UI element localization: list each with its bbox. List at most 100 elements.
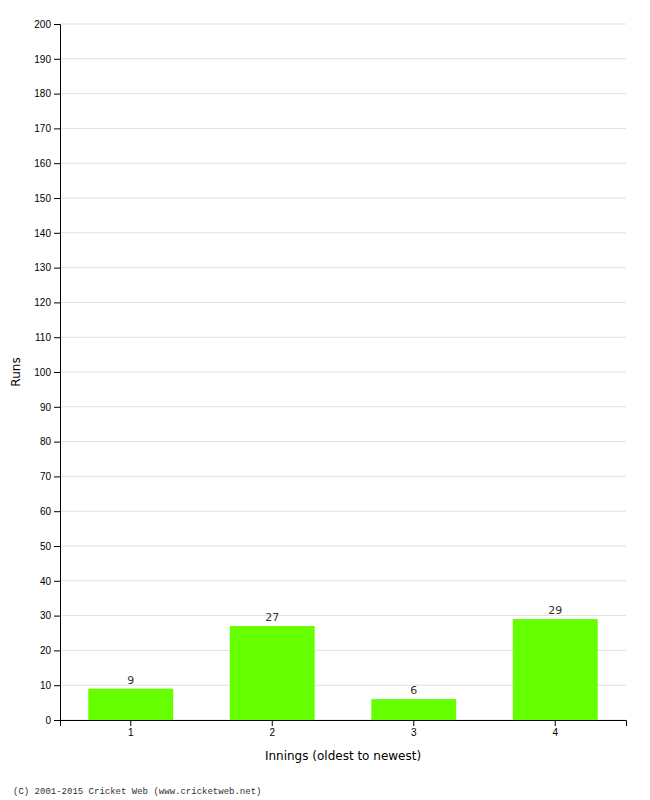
tick-mark [54,94,60,95]
bar [230,626,315,720]
tick-label: 2 [269,727,275,738]
tick: 2 [269,720,275,738]
tick-mark [54,128,60,129]
tick-label: 30 [40,610,52,621]
bar [88,689,173,720]
tick-mark [54,163,60,164]
tick-mark [54,233,60,234]
x-axis-title: Innings (oldest to newest) [265,749,421,763]
tick: 120 [34,297,60,308]
axis-line [61,721,627,727]
grid-line [60,441,626,442]
tick-label: 80 [40,436,52,447]
grid-line [60,337,626,338]
tick: 160 [34,158,60,169]
tick: 150 [34,193,60,204]
grid-line [60,163,626,164]
tick: 180 [34,88,60,99]
tick: 60 [40,506,60,517]
y-axis-title: Runs [9,357,23,386]
grid-line [60,24,626,25]
tick-label: 20 [40,645,52,656]
tick: 90 [40,402,60,413]
tick: 140 [34,228,60,239]
tick-mark [130,720,131,726]
grid-line [60,302,626,303]
tick: 20 [40,645,60,656]
grid-line [60,93,626,94]
tick-mark [54,650,60,651]
tick-mark [54,268,60,269]
tick-mark [54,372,60,373]
tick: 10 [40,680,60,691]
grid-line [60,267,626,268]
tick-label: 180 [34,88,51,99]
tick-mark [54,442,60,443]
tick: 4 [552,720,558,738]
tick-mark [54,302,60,303]
tick-mark [413,720,414,726]
tick-mark [54,616,60,617]
tick-label: 40 [40,576,52,587]
tick-label: 110 [35,332,51,343]
tick: 70 [40,471,60,482]
tick-label: 130 [34,262,51,273]
tick-mark [54,511,60,512]
grid-line [60,128,626,129]
bar [513,619,598,720]
tick-mark [54,546,60,547]
tick-label: 4 [552,727,558,738]
tick-label: 170 [34,123,51,134]
tick: 50 [40,541,60,552]
grid-line [60,372,626,373]
tick-label: 3 [411,727,417,738]
tick: 0 [45,715,60,726]
tick-label: 50 [40,541,52,552]
tick-mark [54,407,60,408]
grid-line [60,476,626,477]
tick-label: 60 [40,506,52,517]
tick: 40 [40,576,60,587]
tick-label: 90 [40,402,52,413]
tick: 1 [128,720,134,738]
tick-label: 140 [34,228,51,239]
grid-line [60,58,626,59]
tick-label: 70 [40,471,52,482]
grid-line [60,232,626,233]
tick-label: 1 [128,727,134,738]
grid-line [60,406,626,407]
grid [60,24,626,720]
tick-mark [54,24,60,25]
tick: 170 [34,123,60,134]
grid-line [60,546,626,547]
tick-label: 200 [34,19,51,30]
bar [371,699,456,720]
bars [88,619,597,720]
tick-mark [54,581,60,582]
grid-line [60,511,626,512]
tick-label: 190 [34,54,51,65]
grid-line [60,198,626,199]
tick: 130 [34,262,60,273]
tick-mark [555,720,556,726]
tick-mark [54,685,60,686]
tick-label: 0 [45,715,51,726]
tick: 3 [411,720,417,738]
tick-mark [54,59,60,60]
tick-mark [54,720,60,721]
tick-mark [54,337,60,338]
tick: 100 [34,367,60,378]
data-labels: 927629 [127,604,562,697]
plot-area: 927629 0 10 20 30 40 50 60 70 80 90 100 110 120 130 140… [34,19,626,738]
axis-line [54,25,61,721]
footnote: (C) 2001-2015 Cricket Web (www.cricketwe… [13,787,261,797]
tick-label: 120 [34,297,51,308]
tick-label: 100 [34,367,51,378]
tick: 200 [34,19,60,30]
tick-label: 160 [34,158,51,169]
tick: 110 [35,332,60,343]
data-label: 27 [265,611,279,624]
tick-mark [54,476,60,477]
tick-mark [54,198,60,199]
grid-line [60,580,626,581]
